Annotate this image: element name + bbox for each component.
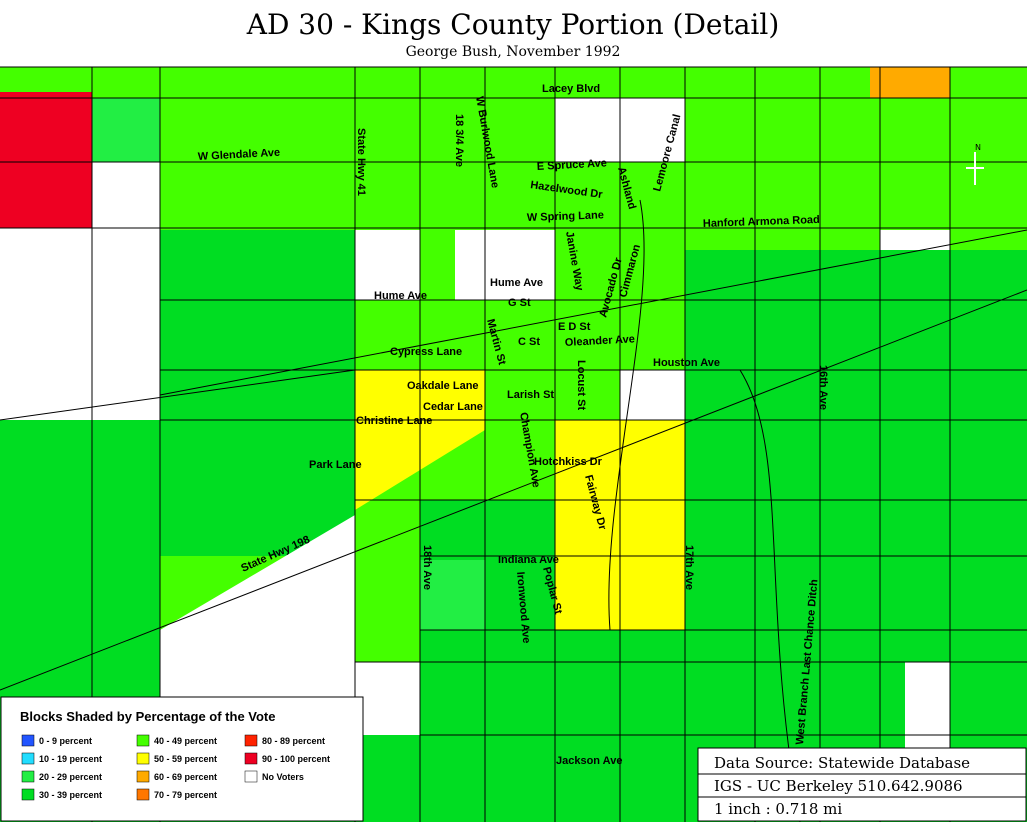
map-area: N xyxy=(0,66,1027,822)
title: AD 30 - Kings County Portion (Detail) xyxy=(246,8,780,41)
legend-swatch xyxy=(244,770,258,783)
source-line: IGS - UC Berkeley 510.642.9086 xyxy=(714,777,963,795)
street-label: 17th Ave xyxy=(683,545,695,590)
street-label: 18th Ave xyxy=(421,545,433,590)
legend-label: 30 - 39 percent xyxy=(39,790,102,800)
street-label: E D St xyxy=(558,321,591,333)
legend-swatch xyxy=(136,770,150,783)
subtitle: George Bush, November 1992 xyxy=(406,44,621,60)
legend-label: 20 - 29 percent xyxy=(39,772,102,782)
street-label: Indiana Ave xyxy=(498,554,559,566)
legend-label: 10 - 19 percent xyxy=(39,754,102,764)
street-label: 16th Ave xyxy=(817,365,829,410)
street-label: W Glendale Ave xyxy=(198,147,281,163)
legend-swatch xyxy=(136,734,150,747)
street-label: Hume Ave xyxy=(374,290,427,302)
legend-swatch xyxy=(21,734,35,747)
legend-swatch xyxy=(21,752,35,765)
source: Data Source: Statewide Database IGS - UC … xyxy=(698,754,1026,818)
legend-title: Blocks Shaded by Percentage of the Vote xyxy=(20,709,276,724)
source-box xyxy=(697,747,1027,822)
street-label: 18 3/4 Ave xyxy=(453,114,465,167)
legend-label: 0 - 9 percent xyxy=(39,736,92,746)
legend-label: 60 - 69 percent xyxy=(154,772,217,782)
street-label: Hanford Armona Road xyxy=(703,214,820,230)
legend-label: No Voters xyxy=(262,772,304,782)
north-label: N xyxy=(975,143,981,152)
source-line: 1 inch : 0.718 mi xyxy=(714,800,842,818)
street-label: W Spring Lane xyxy=(527,209,604,224)
street-label: Jackson Ave xyxy=(556,755,622,767)
legend-swatch xyxy=(244,734,258,747)
street-label: C St xyxy=(518,336,540,348)
street-label: Hotchkiss Dr xyxy=(534,456,603,468)
street-label: E Spruce Ave xyxy=(537,157,608,173)
legend-label: 40 - 49 percent xyxy=(154,736,217,746)
street-label: Larish St xyxy=(507,389,554,401)
street-label: Cypress Lane xyxy=(390,346,462,358)
legend-box xyxy=(0,696,364,822)
street-label: Christine Lane xyxy=(356,415,432,427)
legend-label: 70 - 79 percent xyxy=(154,790,217,800)
street-label: Oleander Ave xyxy=(565,333,636,349)
legend-label: 80 - 89 percent xyxy=(262,736,325,746)
legend-swatch xyxy=(21,788,35,801)
street-label: G St xyxy=(508,297,531,309)
legend-label: 50 - 59 percent xyxy=(154,754,217,764)
street-label: Cedar Lane xyxy=(423,401,483,413)
legend-swatch xyxy=(244,752,258,765)
street-label: Locust St xyxy=(575,360,587,410)
legend-swatch xyxy=(21,770,35,783)
street-label: Houston Ave xyxy=(653,357,720,369)
street-label: Hume Ave xyxy=(490,277,543,289)
legend-label: 90 - 100 percent xyxy=(262,754,330,764)
street-label: Lacey Blvd xyxy=(542,83,600,95)
legend-swatch xyxy=(136,752,150,765)
legend-swatch xyxy=(136,788,150,801)
source-line: Data Source: Statewide Database xyxy=(714,754,970,772)
street-label: Oakdale Lane xyxy=(407,380,479,392)
legend: 0 - 9 percent 10 - 19 percent 20 - 29 perc… xyxy=(21,734,330,801)
street-label: Park Lane xyxy=(309,459,362,471)
street-label: State Hwy 41 xyxy=(355,128,367,196)
north-arrow xyxy=(966,152,984,185)
